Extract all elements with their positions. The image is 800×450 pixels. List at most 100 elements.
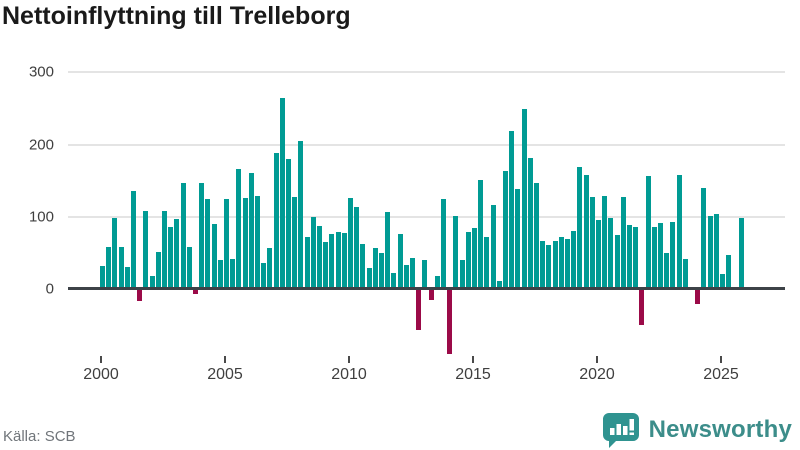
- bar-2006Q2: [255, 195, 260, 288]
- bar-2000Q4: [118, 246, 124, 288]
- bar-2002Q2: [155, 251, 161, 288]
- bar-2012Q1: [397, 233, 403, 288]
- bar-2018Q2: [552, 241, 558, 288]
- bar-2015Q2: [478, 179, 484, 288]
- x-axis-label-2000: 2000: [83, 366, 119, 383]
- bar-2018Q4: [565, 238, 570, 288]
- x-axis-tick-2020: [596, 356, 598, 363]
- bar-2005Q2: [230, 259, 236, 288]
- bar-2025Q1: [720, 273, 725, 288]
- bar-2007Q1: [273, 152, 279, 288]
- bar-2016Q1: [496, 280, 502, 288]
- bar-2006Q1: [248, 173, 254, 288]
- bar-2019Q3: [583, 174, 589, 288]
- bar-2002Q4: [168, 226, 174, 288]
- bar-2002Q1: [149, 275, 155, 288]
- bar-2003Q4: [193, 290, 198, 294]
- bar-2011Q2: [379, 252, 384, 288]
- gridline-0: [68, 287, 785, 290]
- bar-2024Q1: [695, 290, 701, 304]
- bar-2019Q1: [571, 230, 577, 288]
- bar-2022Q3: [658, 223, 663, 288]
- bar-2012Q3: [410, 258, 415, 288]
- bar-2015Q4: [490, 204, 496, 288]
- gridline-300: [68, 71, 785, 74]
- bar-2013Q4: [441, 199, 446, 288]
- bar-2010Q4: [366, 267, 372, 288]
- bar-2011Q4: [391, 272, 397, 288]
- bar-2005Q1: [224, 199, 229, 288]
- bar-2014Q1: [447, 290, 453, 355]
- bar-2018Q3: [558, 237, 564, 288]
- bar-2004Q4: [217, 259, 223, 288]
- x-axis-tick-2010: [348, 356, 350, 363]
- bar-2017Q4: [540, 241, 546, 288]
- bar-2005Q3: [236, 168, 242, 288]
- bar-2019Q4: [589, 197, 595, 288]
- bar-2017Q1: [521, 108, 527, 288]
- bar-2023Q3: [682, 259, 688, 288]
- bar-2014Q2: [453, 215, 459, 288]
- bar-2023Q1: [670, 221, 676, 288]
- bar-2011Q1: [372, 247, 378, 288]
- newsworthy-logo-icon: [602, 412, 640, 448]
- x-axis-tick-2005: [224, 356, 226, 363]
- newsworthy-logo-text: Newsworthy: [648, 416, 792, 443]
- bar-2009Q1: [323, 241, 329, 288]
- bar-2016Q2: [503, 171, 508, 288]
- x-axis-label-2005: 2005: [207, 366, 243, 383]
- bar-2013Q2: [428, 290, 434, 301]
- bar-2004Q2: [205, 199, 211, 288]
- bar-2020Q1: [596, 220, 601, 288]
- bar-2002Q3: [162, 210, 167, 288]
- newsworthy-logo[interactable]: Newsworthy: [602, 412, 792, 448]
- bar-2021Q2: [627, 225, 632, 288]
- bar-2003Q3: [186, 246, 192, 288]
- y-axis-label-100: 100: [28, 208, 54, 226]
- bar-2000Q1: [100, 266, 105, 288]
- bar-2012Q4: [416, 290, 422, 330]
- bar-2017Q2: [527, 158, 533, 288]
- x-axis-label-2015: 2015: [455, 366, 491, 383]
- bar-2015Q3: [484, 237, 490, 288]
- bar-2009Q3: [335, 231, 341, 288]
- y-axis-label-0: 0: [45, 280, 54, 298]
- gridline-100: [68, 215, 785, 218]
- x-axis-label-2020: 2020: [579, 366, 615, 383]
- bar-2006Q3: [261, 263, 267, 288]
- bar-2008Q3: [310, 217, 316, 288]
- x-axis-label-2025: 2025: [703, 366, 739, 383]
- x-axis-tick-2015: [472, 356, 474, 363]
- y-axis-label-300: 300: [28, 63, 54, 81]
- x-axis-label-2010: 2010: [331, 366, 367, 383]
- bar-2013Q3: [434, 276, 440, 288]
- bar-2024Q3: [707, 215, 713, 288]
- bar-2017Q3: [534, 182, 539, 288]
- x-axis-tick-2025: [720, 356, 722, 363]
- bar-2020Q4: [614, 235, 620, 288]
- bar-2022Q1: [645, 176, 651, 288]
- bar-2005Q4: [242, 198, 248, 288]
- source-note: Källa: SCB: [3, 428, 76, 445]
- bar-2024Q4: [713, 213, 719, 288]
- bar-2019Q2: [577, 167, 583, 288]
- bar-2021Q4: [639, 290, 645, 325]
- bar-2016Q3: [509, 130, 515, 288]
- bar-2025Q4: [738, 217, 744, 288]
- bar-2010Q2: [354, 207, 360, 288]
- bar-2007Q3: [286, 159, 291, 288]
- bar-2012Q2: [403, 264, 409, 288]
- bar-2014Q3: [459, 259, 465, 288]
- bar-2009Q4: [341, 233, 347, 288]
- bar-2009Q2: [329, 233, 335, 288]
- bar-2004Q3: [211, 224, 217, 288]
- bar-2014Q4: [465, 231, 471, 288]
- bar-2015Q1: [472, 228, 477, 288]
- bar-2023Q2: [676, 174, 682, 288]
- bar-2001Q2: [131, 191, 136, 288]
- x-axis-tick-2000: [100, 356, 102, 363]
- bar-2001Q4: [143, 210, 149, 288]
- bar-2000Q3: [112, 217, 118, 288]
- bar-2025Q2: [726, 254, 732, 288]
